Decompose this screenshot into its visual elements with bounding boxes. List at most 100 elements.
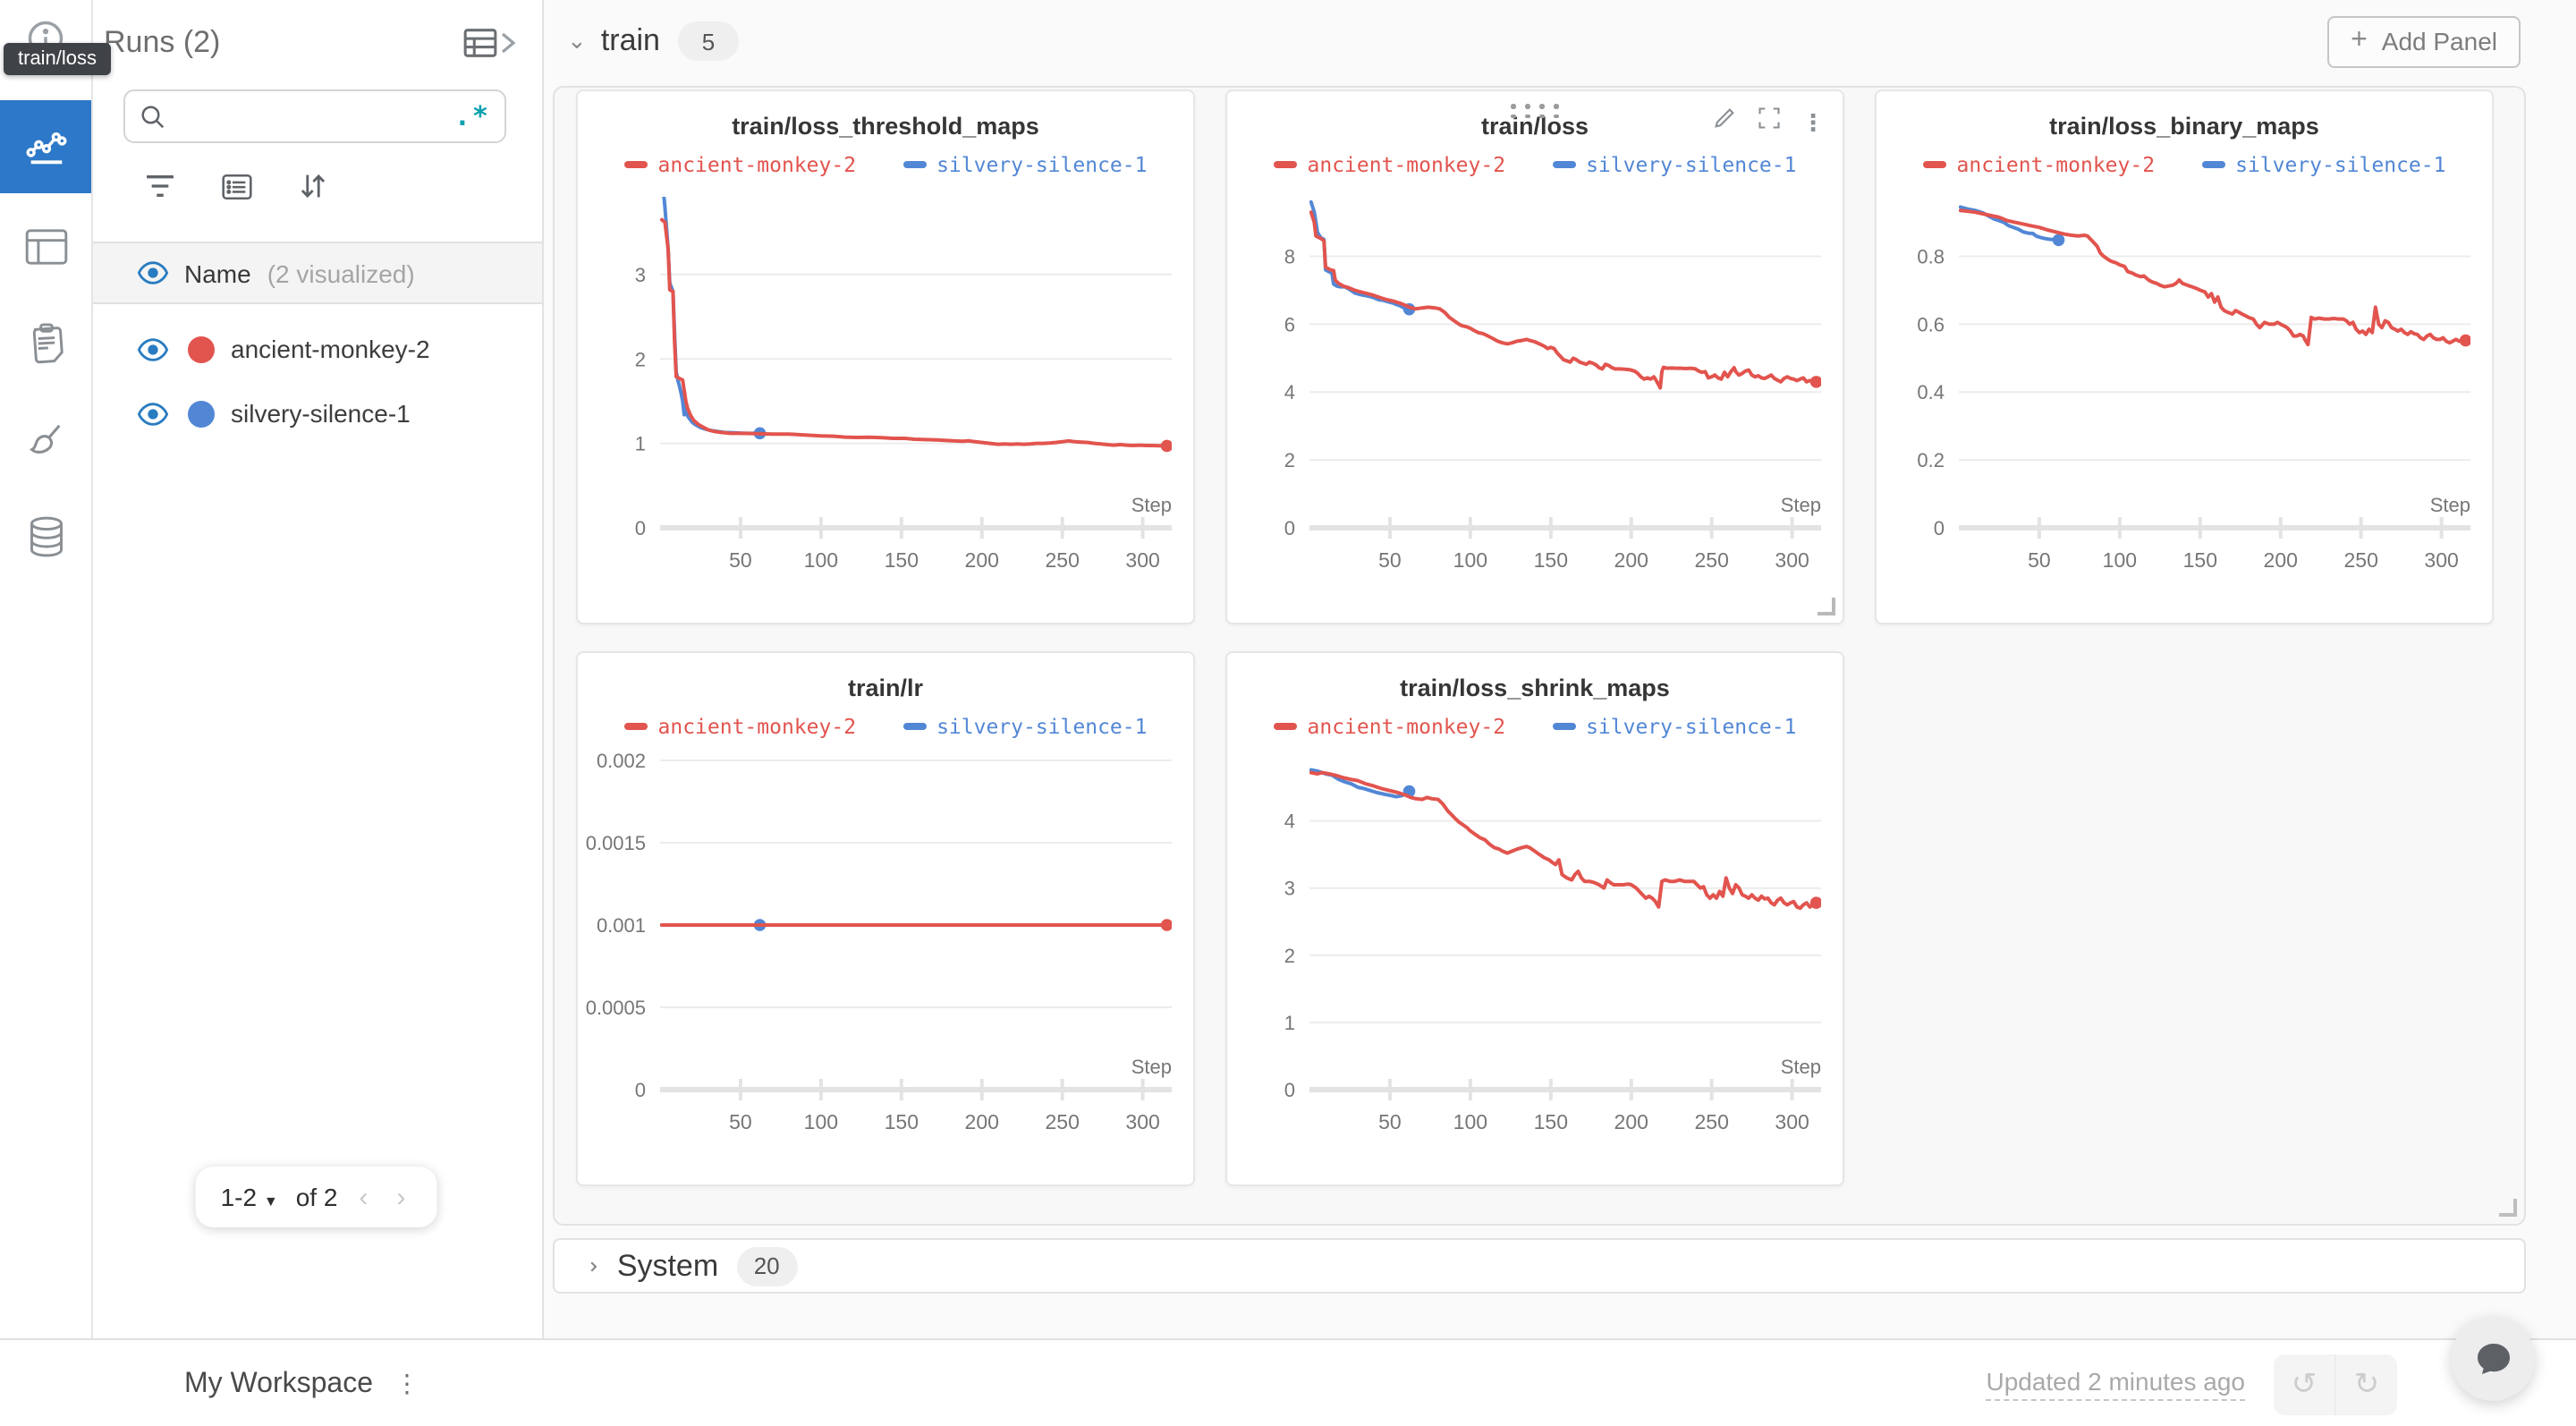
page-range-dropdown[interactable]: 1-2 ▼ (220, 1183, 278, 1211)
panel-menu-kebab-icon[interactable]: ⋮ (1801, 108, 1825, 135)
chat-launcher-button[interactable] (2451, 1317, 2535, 1401)
legend-item[interactable]: ancient-monkey-2 (623, 714, 856, 739)
run-color-dot (188, 335, 215, 362)
train-section-count-badge: 5 (677, 21, 739, 61)
legend-item[interactable]: silvery-silence-1 (1552, 714, 1796, 739)
runs-panel-title: Runs (2) (104, 25, 221, 59)
legend-dash (1273, 161, 1297, 168)
fullscreen-icon[interactable] (1757, 106, 1782, 140)
svg-text:100: 100 (804, 548, 838, 572)
svg-text:6: 6 (1284, 313, 1295, 335)
legend-item[interactable]: ancient-monkey-2 (1273, 152, 1505, 177)
svg-text:Step: Step (1781, 494, 1821, 516)
panel-title: train/loss_threshold_maps (732, 113, 1039, 140)
svg-text:100: 100 (1453, 548, 1487, 572)
train-section-title[interactable]: train (600, 23, 660, 57)
panel-title: train/loss_shrink_maps (1400, 675, 1670, 701)
updated-status: Updated 2 minutes ago (1986, 1367, 2245, 1401)
brush-icon[interactable] (0, 404, 91, 476)
database-icon[interactable] (0, 501, 91, 573)
svg-text:8: 8 (1284, 245, 1295, 267)
panel-train-loss[interactable]: ⋮ train/loss ancient-monkey-2 silvery-silen… (1225, 89, 1844, 624)
legend-item[interactable]: ancient-monkey-2 (1922, 152, 2155, 177)
svg-text:0: 0 (1284, 1079, 1295, 1101)
redo-button[interactable]: ↻ (2353, 1366, 2380, 1400)
svg-text:150: 150 (885, 548, 919, 572)
svg-text:0.0005: 0.0005 (586, 997, 646, 1019)
train-section-card: train/loss_threshold_maps ancient-monkey-… (553, 86, 2526, 1226)
workspace-menu-kebab-icon[interactable]: ⋮ (394, 1369, 420, 1397)
visibility-all-icon[interactable] (138, 261, 168, 284)
panel-train-loss-binary-maps[interactable]: train/loss_binary_maps ancient-monkey-2 si… (1875, 89, 2494, 624)
panel-grid: train/loss_threshold_maps ancient-monkey-… (576, 89, 2524, 1186)
visibility-icon[interactable] (138, 402, 168, 425)
line-chart: 50 100 150 200 250 300 0 2 4 6 8 Step (1284, 199, 1821, 572)
legend-item[interactable]: silvery-silence-1 (2201, 152, 2445, 177)
system-section-row[interactable]: ⌄ System 20 (553, 1238, 2526, 1294)
svg-text:0: 0 (635, 1079, 646, 1101)
svg-text:50: 50 (1378, 1110, 1402, 1133)
legend-item[interactable]: silvery-silence-1 (902, 714, 1147, 739)
visibility-icon[interactable] (138, 337, 168, 361)
clipboard-icon[interactable] (0, 308, 91, 379)
panel-title: train/lr (847, 675, 923, 701)
system-section-title[interactable]: System (616, 1248, 719, 1282)
legend-item[interactable]: ancient-monkey-2 (1273, 714, 1505, 739)
undo-button[interactable]: ↺ (2291, 1366, 2318, 1400)
panels-icon[interactable] (0, 211, 91, 283)
legend-dash (623, 161, 648, 168)
edit-panel-icon[interactable] (1712, 106, 1737, 140)
panel-train-loss-threshold-maps[interactable]: train/loss_threshold_maps ancient-monkey-… (576, 89, 1195, 624)
legend-item[interactable]: silvery-silence-1 (1552, 152, 1796, 177)
panel-train-loss-shrink-maps[interactable]: train/loss_shrink_maps ancient-monkey-2 si… (1225, 651, 1844, 1186)
svg-text:50: 50 (729, 1110, 752, 1133)
run-row-silvery-silence-1[interactable]: silvery-silence-1 (91, 381, 542, 446)
svg-text:Step: Step (2430, 494, 2470, 516)
run-name[interactable]: ancient-monkey-2 (231, 335, 430, 363)
plus-icon: + (2351, 25, 2368, 55)
svg-text:100: 100 (2103, 548, 2137, 572)
svg-text:200: 200 (1614, 548, 1648, 572)
legend-run-name: silvery-silence-1 (1586, 152, 1797, 177)
svg-text:0.002: 0.002 (597, 750, 646, 772)
regex-toggle[interactable]: .* (453, 100, 490, 132)
next-page-button[interactable]: › (396, 1182, 406, 1212)
chevron-right-icon (501, 32, 516, 54)
svg-text:0.0015: 0.0015 (586, 832, 646, 854)
expand-runs-table-button[interactable] (463, 29, 517, 57)
svg-text:300: 300 (1775, 1110, 1809, 1133)
svg-text:300: 300 (1125, 548, 1159, 572)
legend-dash (902, 723, 927, 730)
svg-text:Step: Step (1781, 1056, 1821, 1078)
legend-item[interactable]: ancient-monkey-2 (623, 152, 856, 177)
svg-text:200: 200 (965, 548, 999, 572)
workspace-title[interactable]: My Workspace (184, 1368, 374, 1398)
svg-text:250: 250 (1694, 1110, 1728, 1133)
svg-text:200: 200 (965, 1110, 999, 1133)
svg-text:0.001: 0.001 (597, 914, 646, 937)
search-icon (141, 105, 165, 128)
section-resize-handle[interactable] (2499, 1199, 2517, 1217)
panel-drag-handle[interactable] (1511, 104, 1559, 119)
runs-list-header: Name (2 visualized) (91, 242, 542, 304)
panel-train-lr[interactable]: train/lr ancient-monkey-2 silvery-silence-… (576, 651, 1195, 1186)
svg-text:4: 4 (1284, 381, 1295, 403)
group-list-icon[interactable] (222, 173, 252, 208)
run-search-box[interactable]: .* (123, 89, 506, 143)
prev-page-button[interactable]: ‹ (359, 1182, 369, 1212)
run-name[interactable]: silvery-silence-1 (231, 399, 411, 428)
svg-text:0: 0 (1284, 517, 1295, 539)
legend-item[interactable]: silvery-silence-1 (902, 152, 1147, 177)
svg-text:3: 3 (635, 264, 646, 286)
run-row-ancient-monkey-2[interactable]: ancient-monkey-2 (91, 317, 542, 381)
run-search-input[interactable] (166, 101, 454, 132)
panel-resize-handle[interactable] (1818, 598, 1835, 615)
workspace-charts-tab[interactable] (0, 100, 91, 193)
svg-text:4: 4 (1284, 811, 1295, 833)
collapse-train-section-icon[interactable]: ⌄ (567, 27, 587, 54)
panel-legend: ancient-monkey-2 silvery-silence-1 (578, 152, 1193, 177)
filter-icon[interactable] (145, 174, 175, 208)
add-panel-button[interactable]: + Add Panel (2327, 15, 2521, 67)
sort-icon[interactable] (299, 172, 327, 209)
expand-system-section-icon[interactable]: ⌄ (574, 1256, 602, 1276)
